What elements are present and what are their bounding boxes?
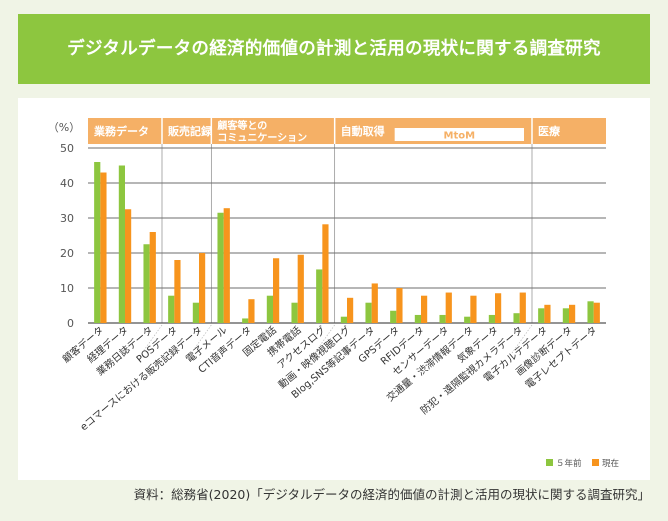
bar-5y (538, 308, 545, 323)
bar-now (273, 258, 280, 323)
bar-now (322, 224, 329, 323)
legend-label: 現在 (602, 458, 619, 469)
y-tick-label: 30 (60, 212, 74, 225)
mtom-label: MtoM (444, 131, 476, 142)
bar-now (248, 299, 255, 323)
bar-now (445, 292, 452, 323)
page-title: デジタルデータの経済的価値の計測と活用の現状に関する調査研究 (67, 39, 601, 59)
y-tick-label: 10 (60, 282, 74, 295)
bar-5y (266, 295, 273, 323)
y-tick-label: 0 (67, 317, 74, 330)
bar-5y (192, 302, 199, 323)
source-note: 資料：総務省(2020)「デジタルデータの経済的価値の計測と活用の現状に関する調… (133, 487, 650, 502)
bar-now (519, 292, 526, 323)
bar-5y (168, 295, 175, 323)
bar-now (421, 295, 428, 323)
bar-5y (94, 162, 101, 323)
bar-5y (464, 316, 471, 323)
group-label: コミュニケーション (217, 132, 307, 144)
group-label: 業務データ (93, 124, 149, 138)
bar-now (371, 283, 378, 323)
bar-5y (513, 313, 520, 323)
group-label: 顧客等との (217, 119, 267, 132)
bar-5y (217, 212, 224, 323)
mtom-box (394, 128, 524, 141)
bar-now (297, 254, 304, 323)
y-tick-label: 20 (60, 247, 74, 260)
group-label: 販売記録 (168, 124, 213, 138)
bar-5y (118, 165, 125, 323)
y-unit-label: （%） (48, 121, 80, 134)
bar-now (495, 293, 502, 323)
bar-now (593, 302, 600, 323)
bar-5y (365, 302, 372, 323)
bar-5y (316, 269, 323, 323)
y-tick-label: 40 (60, 177, 74, 190)
bar-5y (587, 301, 594, 323)
bar-5y (414, 314, 421, 323)
bar-5y (439, 314, 446, 323)
group-label: 自動取得 (341, 124, 385, 138)
bar-now (569, 304, 576, 323)
bar-now (223, 208, 230, 323)
bar-now (125, 209, 132, 323)
bar-now (347, 297, 354, 323)
bar-now (199, 253, 206, 323)
bar-5y (340, 316, 347, 323)
legend-label: ５年前 (556, 458, 582, 469)
bar-now (174, 260, 181, 323)
legend-swatch (592, 459, 599, 466)
bar-5y (242, 318, 249, 323)
bar-5y (143, 244, 150, 323)
bar-now (396, 288, 403, 323)
bar-now (470, 295, 477, 323)
bar-now (100, 172, 107, 323)
bar-5y (291, 302, 298, 323)
bar-now (544, 304, 551, 323)
title-banner: デジタルデータの経済的価値の計測と活用の現状に関する調査研究 (18, 14, 650, 84)
group-label: 医療 (538, 124, 561, 138)
bar-now (149, 232, 156, 323)
bar-5y (562, 308, 569, 323)
legend-swatch (546, 459, 553, 466)
bar-5y (488, 314, 495, 323)
chart-panel: 業務データ 販売記録 顧客等との コミュニケーション 自動取得 MtoM 医療 （%） 0 10 2… (18, 98, 650, 480)
y-tick-label: 50 (60, 142, 74, 155)
bar-5y (390, 310, 397, 323)
